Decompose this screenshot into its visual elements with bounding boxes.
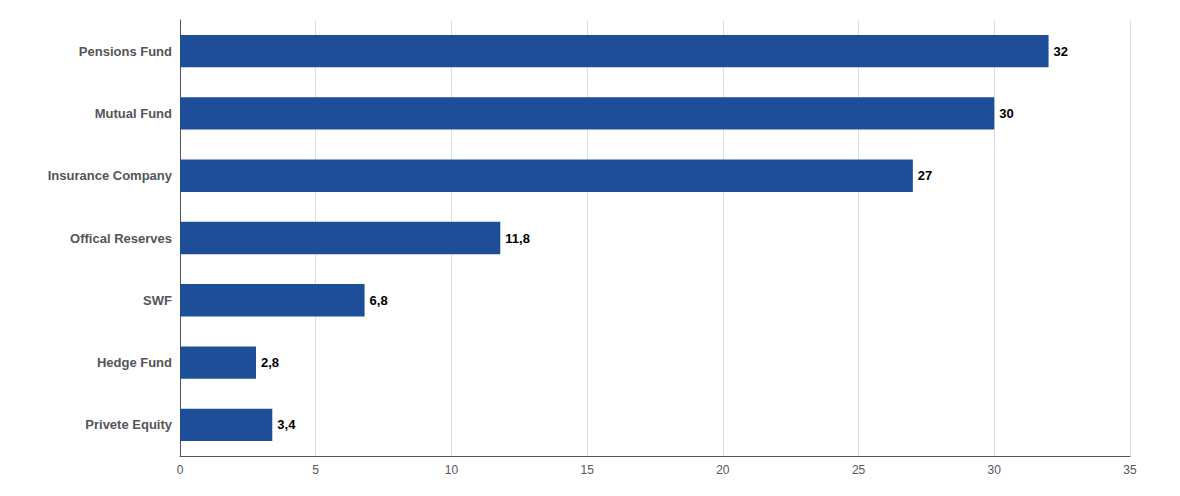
svg-text:6,8: 6,8 (370, 293, 388, 308)
svg-text:2,8: 2,8 (261, 355, 279, 370)
svg-text:27: 27 (918, 168, 932, 183)
svg-text:Mutual Fund: Mutual Fund (95, 106, 172, 121)
svg-text:Privete Equity: Privete Equity (85, 417, 172, 432)
svg-text:0: 0 (177, 463, 184, 477)
svg-text:30: 30 (988, 463, 1002, 477)
svg-text:SWF: SWF (143, 293, 172, 308)
svg-text:5: 5 (312, 463, 319, 477)
svg-text:25: 25 (852, 463, 866, 477)
svg-text:Offical Reserves: Offical Reserves (70, 231, 172, 246)
svg-text:15: 15 (580, 463, 594, 477)
svg-text:30: 30 (999, 106, 1013, 121)
svg-text:11,8: 11,8 (505, 231, 530, 246)
svg-text:Pensions Fund: Pensions Fund (79, 44, 172, 59)
svg-text:32: 32 (1054, 44, 1068, 59)
svg-text:Hedge Fund: Hedge Fund (97, 355, 172, 370)
svg-text:35: 35 (1123, 463, 1137, 477)
svg-text:3,4: 3,4 (277, 417, 296, 432)
svg-text:10: 10 (445, 463, 459, 477)
svg-text:20: 20 (716, 463, 730, 477)
svg-text:Insurance Company: Insurance Company (48, 168, 173, 183)
